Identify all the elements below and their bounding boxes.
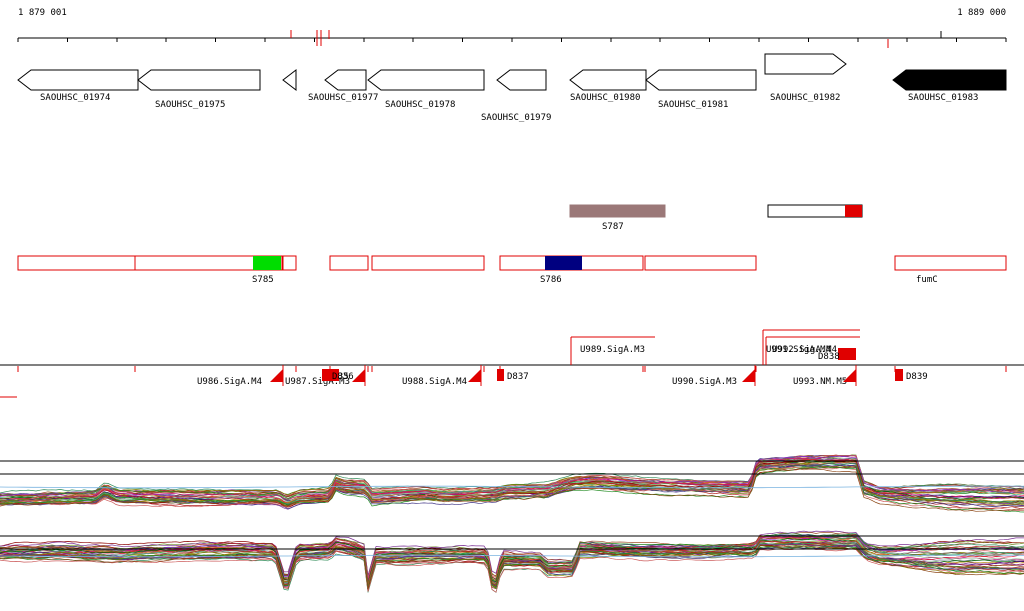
gene-arrow-saouhsc_01978[interactable] bbox=[367, 69, 485, 91]
expression-trace bbox=[0, 534, 1024, 579]
gene-arrow[interactable] bbox=[282, 68, 297, 92]
gene-label: SAOUHSC_01974 bbox=[40, 93, 110, 103]
gene-arrow-saouhsc_01974[interactable] bbox=[17, 69, 139, 91]
segment-label: fumC bbox=[916, 275, 938, 285]
segment-box[interactable] bbox=[17, 255, 136, 271]
segment-label: S785 bbox=[252, 275, 274, 285]
expression-trace bbox=[0, 461, 1024, 508]
tss-label: U993.NM.M5 bbox=[793, 377, 847, 387]
gene-arrow-saouhsc_01977[interactable] bbox=[324, 69, 367, 91]
gene-label: SAOUHSC_01977 bbox=[308, 93, 378, 103]
ruler-end-coordinate: 1 889 000 bbox=[957, 8, 1006, 18]
tss-label: U988.SigA.M4 bbox=[402, 377, 467, 387]
tss-flag-icon bbox=[270, 369, 283, 382]
segment-highlight[interactable] bbox=[253, 256, 281, 270]
gene-arrow-saouhsc_01981[interactable] bbox=[645, 69, 757, 91]
expression-trace bbox=[0, 538, 1024, 583]
expression-trace bbox=[0, 464, 1024, 507]
expression-trace bbox=[0, 456, 1024, 503]
d-feature-box[interactable] bbox=[838, 348, 856, 360]
expression-trace bbox=[0, 545, 1024, 589]
tss-flag-icon bbox=[468, 369, 481, 382]
tss-flag-icon bbox=[742, 369, 755, 382]
gene-arrow-saouhsc_01982[interactable] bbox=[764, 53, 847, 75]
tss-label: U991.SigA.M4 bbox=[766, 345, 831, 355]
segment-box[interactable] bbox=[894, 255, 1007, 271]
ruler-start-coordinate: 1 879 001 bbox=[18, 8, 67, 18]
expression-trace bbox=[0, 458, 1024, 504]
expression-trace bbox=[0, 464, 1024, 507]
expression-trace bbox=[0, 466, 1024, 511]
gene-label: SAOUHSC_01981 bbox=[658, 100, 728, 110]
gene-label: SAOUHSC_01978 bbox=[385, 100, 455, 110]
segment-highlight[interactable] bbox=[545, 256, 582, 270]
gene-arrow-saouhsc_01980[interactable] bbox=[569, 69, 647, 91]
tss-flag-icon bbox=[352, 369, 365, 382]
tss-label: U990.SigA.M3 bbox=[672, 377, 737, 387]
gene-arrow-saouhsc_01983[interactable] bbox=[892, 69, 1007, 91]
tss-flag-icon bbox=[843, 369, 856, 382]
expression-trace bbox=[0, 468, 1024, 512]
d-feature-box[interactable] bbox=[497, 369, 504, 381]
gene-label: SAOUHSC_01983 bbox=[908, 93, 978, 103]
tss-label: U989.SigA.M3 bbox=[580, 345, 645, 355]
tss-label: U987.SigA.M3 bbox=[285, 377, 350, 387]
segment-box[interactable] bbox=[134, 255, 283, 271]
tss-label: U992.SigA.M4 bbox=[772, 345, 837, 355]
d-feature-label: D839 bbox=[906, 372, 928, 382]
gene-arrow-saouhsc_01979[interactable] bbox=[496, 69, 547, 91]
segment-box[interactable] bbox=[329, 255, 369, 271]
d-feature-label: D838 bbox=[818, 352, 840, 362]
tss-label: U986.SigA.M4 bbox=[197, 377, 262, 387]
gene-arrow-saouhsc_01975[interactable] bbox=[137, 69, 261, 91]
gene-label: SAOUHSC_01979 bbox=[481, 113, 551, 123]
d-feature-label: D837 bbox=[507, 372, 529, 382]
gene-label: SAOUHSC_01980 bbox=[570, 93, 640, 103]
segment-box[interactable] bbox=[371, 255, 485, 271]
expression-trace-flat bbox=[0, 485, 1024, 489]
feature-box[interactable] bbox=[569, 204, 666, 218]
expression-trace bbox=[0, 542, 1024, 593]
segment-box[interactable] bbox=[644, 255, 757, 271]
expression-trace-flat bbox=[0, 554, 1024, 558]
feature-subregion[interactable] bbox=[845, 205, 862, 217]
d-feature-box[interactable] bbox=[322, 369, 339, 381]
expression-trace bbox=[0, 545, 1024, 589]
segment-label: S786 bbox=[540, 275, 562, 285]
gene-label: SAOUHSC_01982 bbox=[770, 93, 840, 103]
d-feature-box[interactable] bbox=[895, 369, 903, 381]
feature-label: S787 bbox=[602, 222, 624, 232]
expression-trace bbox=[0, 530, 1024, 576]
expression-trace bbox=[0, 540, 1024, 586]
gene-label: SAOUHSC_01975 bbox=[155, 100, 225, 110]
segment-box[interactable] bbox=[282, 255, 297, 271]
d-feature-label: D836 bbox=[332, 372, 354, 382]
